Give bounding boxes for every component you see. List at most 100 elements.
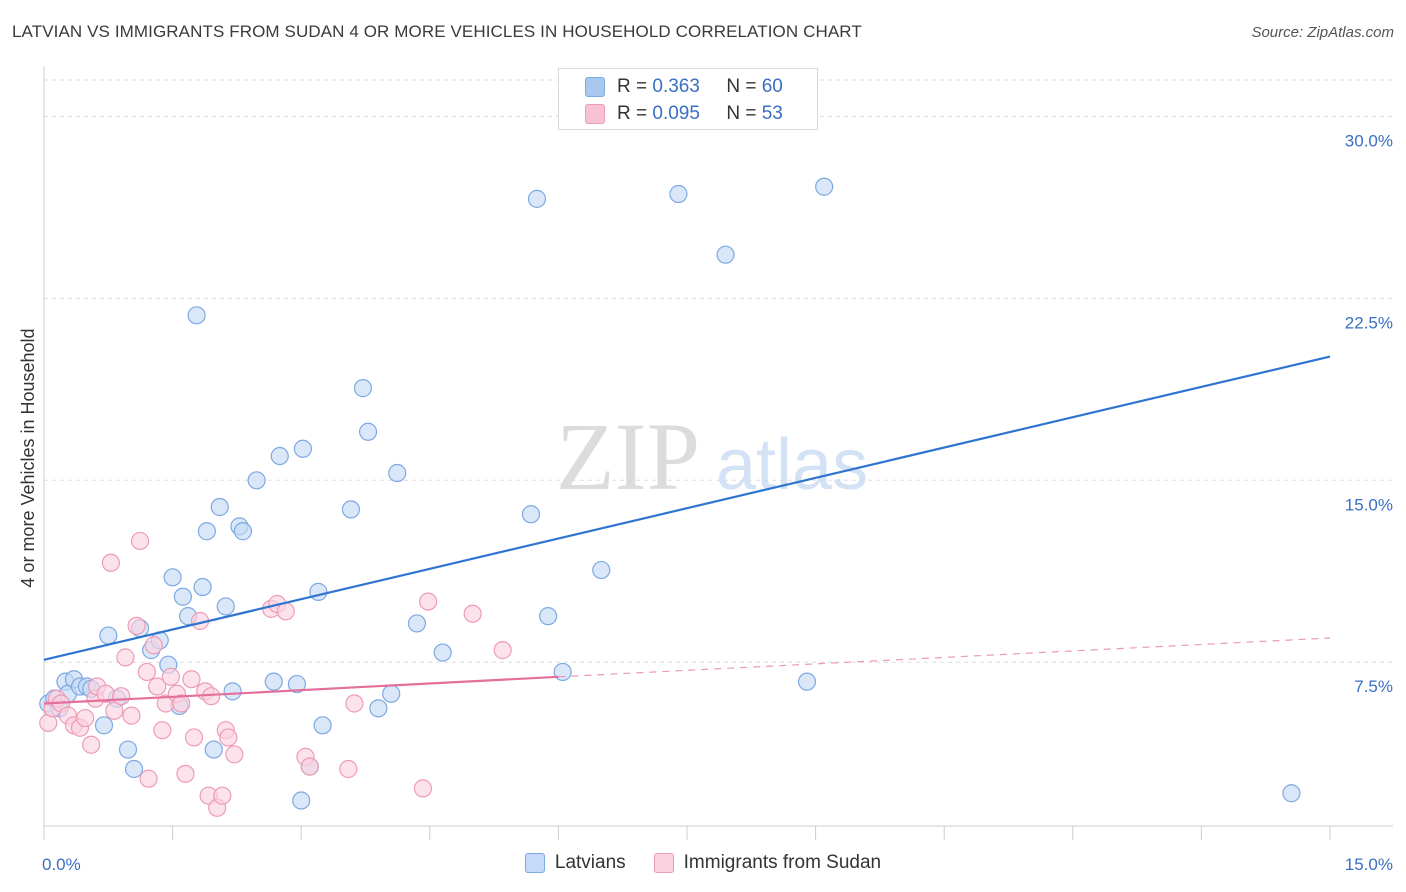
y-axis-label: 4 or more Vehicles in Household [18,328,38,587]
latvians-point [247,471,266,490]
sudan-trend-extension [558,637,1331,678]
latvians-point [163,568,182,587]
stats-legend: R = 0.363 N = 60 R = 0.095 N = 53 [558,68,818,130]
y-tick-labels: 7.5% 15.0% 22.5% 30.0% [1345,131,1393,696]
sudan-point [82,735,101,754]
legend-item-sudan[interactable]: Immigrants from Sudan [653,852,882,874]
latvians-point [369,699,388,718]
x-tick-labels: 0.0% 15.0% [42,855,1393,874]
sudan-point [276,602,295,621]
latvians-point [716,245,735,264]
latvians-point [216,597,235,616]
latvians-point [264,672,283,691]
watermark-atlas: atlas [716,425,868,505]
sudan-point [101,553,120,572]
latvians-point [358,422,378,441]
n-label: N = [726,76,757,97]
latvians-point [204,740,223,759]
watermark: ZIP atlas [556,403,868,510]
sudan-point [137,662,156,682]
sudan-point [219,728,238,747]
sudan-point [105,701,124,720]
y-tick-label: 15.0% [1345,495,1393,514]
latvians-point [521,505,541,524]
axes [43,66,1393,840]
bottom-legend: Latvians Immigrants from Sudan [0,852,1406,874]
latvians-point [1282,784,1301,803]
sudan-point [418,592,438,611]
x-tick-label: 15.0% [1345,855,1393,874]
sudan-point [339,759,358,779]
latvians-legend-swatch [524,853,545,873]
sudan-point [139,769,158,788]
latvians-point [210,497,229,517]
latvians-trend-line [43,355,1331,661]
latvians-point [353,379,373,398]
latvians-point [313,716,332,735]
latvians-point [124,759,144,779]
legend-label-latvians: Latvians [554,852,626,873]
latvians-point [527,189,547,208]
latvians-swatch [585,77,605,97]
latvians-point [309,582,328,601]
latvians-point [592,560,611,580]
legend-item-latvians[interactable]: Latvians [524,852,626,874]
latvians-point [388,463,407,483]
y-tick-label: 30.0% [1345,131,1393,150]
latvians-point [407,614,427,633]
watermark-zip: ZIP [556,403,700,510]
latvians-point [797,672,817,691]
y-tick-label: 22.5% [1345,313,1393,332]
latvians-point [173,587,192,606]
sudan-point [148,677,167,696]
latvians-point [233,522,253,541]
sudan-point [413,779,433,798]
r-value: 0.095 [652,103,700,124]
latvians-point [197,522,216,541]
sudan-point [127,616,146,635]
sudan-point [130,531,150,551]
latvians-point [94,716,114,735]
sudan-point [182,670,201,689]
latvians-point [287,674,307,694]
sudan-legend-swatch [653,853,674,873]
n-label: N = [726,103,757,124]
data-points [39,177,1301,817]
sudan-point [345,694,364,713]
sudan-point [122,706,141,725]
sudan-swatch [585,104,605,124]
latvians-point [223,682,242,701]
sudan-point [172,694,191,713]
sudan-point [161,667,180,686]
legend-label-sudan: Immigrants from Sudan [683,852,882,873]
n-value: 53 [761,103,783,124]
latvians-point [433,643,452,662]
sudan-point [153,721,172,740]
sudan-point [225,745,244,764]
sudan-point [213,786,232,805]
sudan-point [184,728,204,747]
sudan-trend-line [43,675,559,705]
x-tick-label: 0.0% [42,855,81,874]
sudan-point [116,648,135,667]
latvians-point [341,500,361,519]
latvians-point [293,439,313,458]
latvians-point [539,607,558,626]
sudan-point [144,636,163,655]
sudan-point [300,757,319,776]
r-label: R = [617,103,648,124]
grid-lines [44,79,1393,663]
latvians-point [815,177,834,196]
y-tick-label: 7.5% [1354,677,1393,696]
latvians-point [669,184,688,204]
latvians-point [118,740,138,759]
sudan-point [463,604,482,623]
sudan-point [176,764,195,783]
chart-title: LATVIAN VS IMMIGRANTS FROM SUDAN 4 OR MO… [12,22,862,41]
n-value: 60 [761,76,783,97]
latvians-point [270,446,289,466]
latvians-point [193,577,212,597]
latvians-point [292,791,311,810]
source-label: Source: ZipAtlas.com [1251,24,1394,41]
